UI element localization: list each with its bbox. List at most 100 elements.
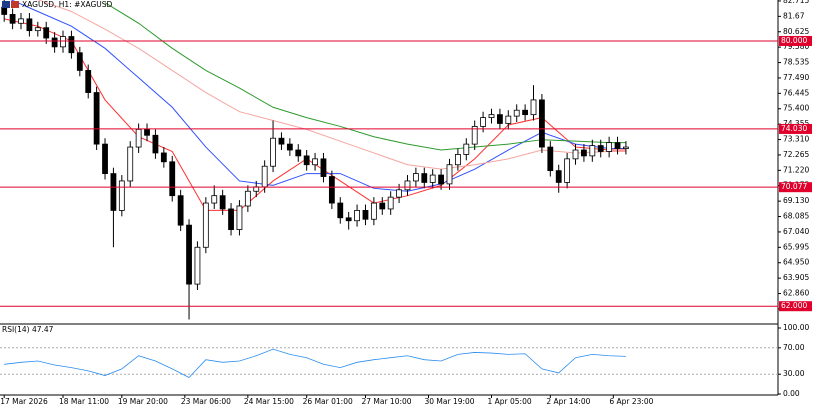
candle-body <box>76 52 83 71</box>
candle-body <box>530 99 537 116</box>
y-tick-label: 78.535 <box>783 58 809 67</box>
candle-body <box>547 146 554 172</box>
candle-body <box>572 149 579 160</box>
price-panel <box>0 0 778 320</box>
y-tick-label: 30.00 <box>783 369 805 378</box>
candle-body <box>597 145 604 152</box>
y-tick-label: 69.130 <box>783 196 809 205</box>
icon <box>11 1 19 8</box>
candle-body <box>244 190 251 207</box>
y-tick-label: 100.00 <box>783 323 809 332</box>
candle-body <box>236 205 243 230</box>
candle-body <box>396 189 402 198</box>
candle-body <box>387 196 394 210</box>
candle-body <box>43 27 50 39</box>
candle-body <box>211 195 218 204</box>
y-tick-label: 74.355 <box>783 119 809 128</box>
y-tick-label: 82.715 <box>783 0 809 5</box>
y-tick-label: 64.950 <box>783 258 809 267</box>
candle-body <box>18 18 24 24</box>
y-tick-label: 81.67 <box>783 11 805 20</box>
candle-body <box>320 158 327 177</box>
candle-body <box>589 145 596 157</box>
candle-body <box>194 246 201 285</box>
y-tick-label: 73.310 <box>783 135 809 144</box>
y-tick-label: 0.00 <box>783 389 800 398</box>
candle-body <box>463 143 470 155</box>
candle-body <box>555 170 562 183</box>
chart-title: XAGUSD, H1: #XAGUSD <box>22 0 113 9</box>
candle-body <box>623 146 629 149</box>
y-tick-label: 77.490 <box>783 73 809 82</box>
y-tick-label: 75.400 <box>783 104 809 113</box>
candle-body <box>328 176 335 204</box>
candle-body <box>446 164 453 185</box>
x-tick-label: 27 Mar 10:00 <box>361 397 411 406</box>
x-tick-label: 18 Mar 11:00 <box>59 397 109 406</box>
candle-body <box>110 173 117 211</box>
y-tick-label: 71.220 <box>783 165 809 174</box>
candle-body <box>34 27 41 32</box>
rsi-line <box>4 348 626 378</box>
y-tick-label: 80.625 <box>783 27 809 36</box>
candle-body <box>421 173 428 183</box>
x-tick-label: 2 Apr 14:00 <box>546 397 590 406</box>
level-tag <box>779 301 812 312</box>
x-tick-label: 23 Mar 06:00 <box>181 397 231 406</box>
candle-body <box>286 143 293 151</box>
y-tick-label: 67.040 <box>783 227 809 236</box>
candle-body <box>303 155 310 166</box>
candle-body <box>522 109 529 116</box>
candle-body <box>144 128 150 136</box>
candle-body <box>118 180 125 211</box>
y-tick-label: 62.860 <box>783 289 809 298</box>
candle-body <box>581 149 587 157</box>
candle-body <box>270 137 276 167</box>
candle-body <box>412 173 419 182</box>
x-tick-label: 30 Mar 19:00 <box>424 397 474 406</box>
candle-body <box>127 146 134 182</box>
candle-body <box>228 208 234 230</box>
candle-body <box>539 99 545 148</box>
candle-body <box>160 152 167 163</box>
candle-body <box>219 195 226 210</box>
candle-body <box>370 202 377 220</box>
candle-body <box>337 202 344 219</box>
y-tick-label: 72.265 <box>783 150 809 159</box>
candle-body <box>564 158 571 183</box>
level-label: 62.000 <box>781 301 807 310</box>
candle-body <box>354 210 360 222</box>
moving-average <box>104 2 626 151</box>
y-tick-label: 70.00 <box>783 343 805 352</box>
candle-body <box>169 161 176 197</box>
candle-body <box>480 117 486 127</box>
candle-body <box>26 18 33 32</box>
y-tick-label: 68.085 <box>783 212 809 221</box>
x-tick-label: 26 Mar 01:00 <box>303 397 353 406</box>
candle-body <box>438 174 444 185</box>
candle-body <box>102 143 108 174</box>
candle-body <box>177 195 184 226</box>
candle-body <box>85 70 92 93</box>
candle-body <box>345 217 352 222</box>
candle-body <box>488 114 495 118</box>
candle-body <box>68 36 75 54</box>
candle-body <box>429 174 436 183</box>
level-label: 80.000 <box>781 36 807 45</box>
candle-body <box>135 128 142 148</box>
level-tag <box>779 35 812 46</box>
candle-body <box>505 115 512 124</box>
candle-body <box>471 126 478 145</box>
candle-body <box>513 109 520 117</box>
candle-body <box>497 114 503 124</box>
candle-body <box>261 165 268 188</box>
level-tag <box>779 182 812 193</box>
x-tick-label: 1 Apr 05:00 <box>488 397 532 406</box>
candle-body <box>93 92 100 145</box>
candle-body <box>202 202 209 248</box>
candle-body <box>606 142 613 152</box>
level-label: 74.030 <box>781 124 807 133</box>
candle-body <box>614 142 621 149</box>
candle-body <box>186 224 192 285</box>
